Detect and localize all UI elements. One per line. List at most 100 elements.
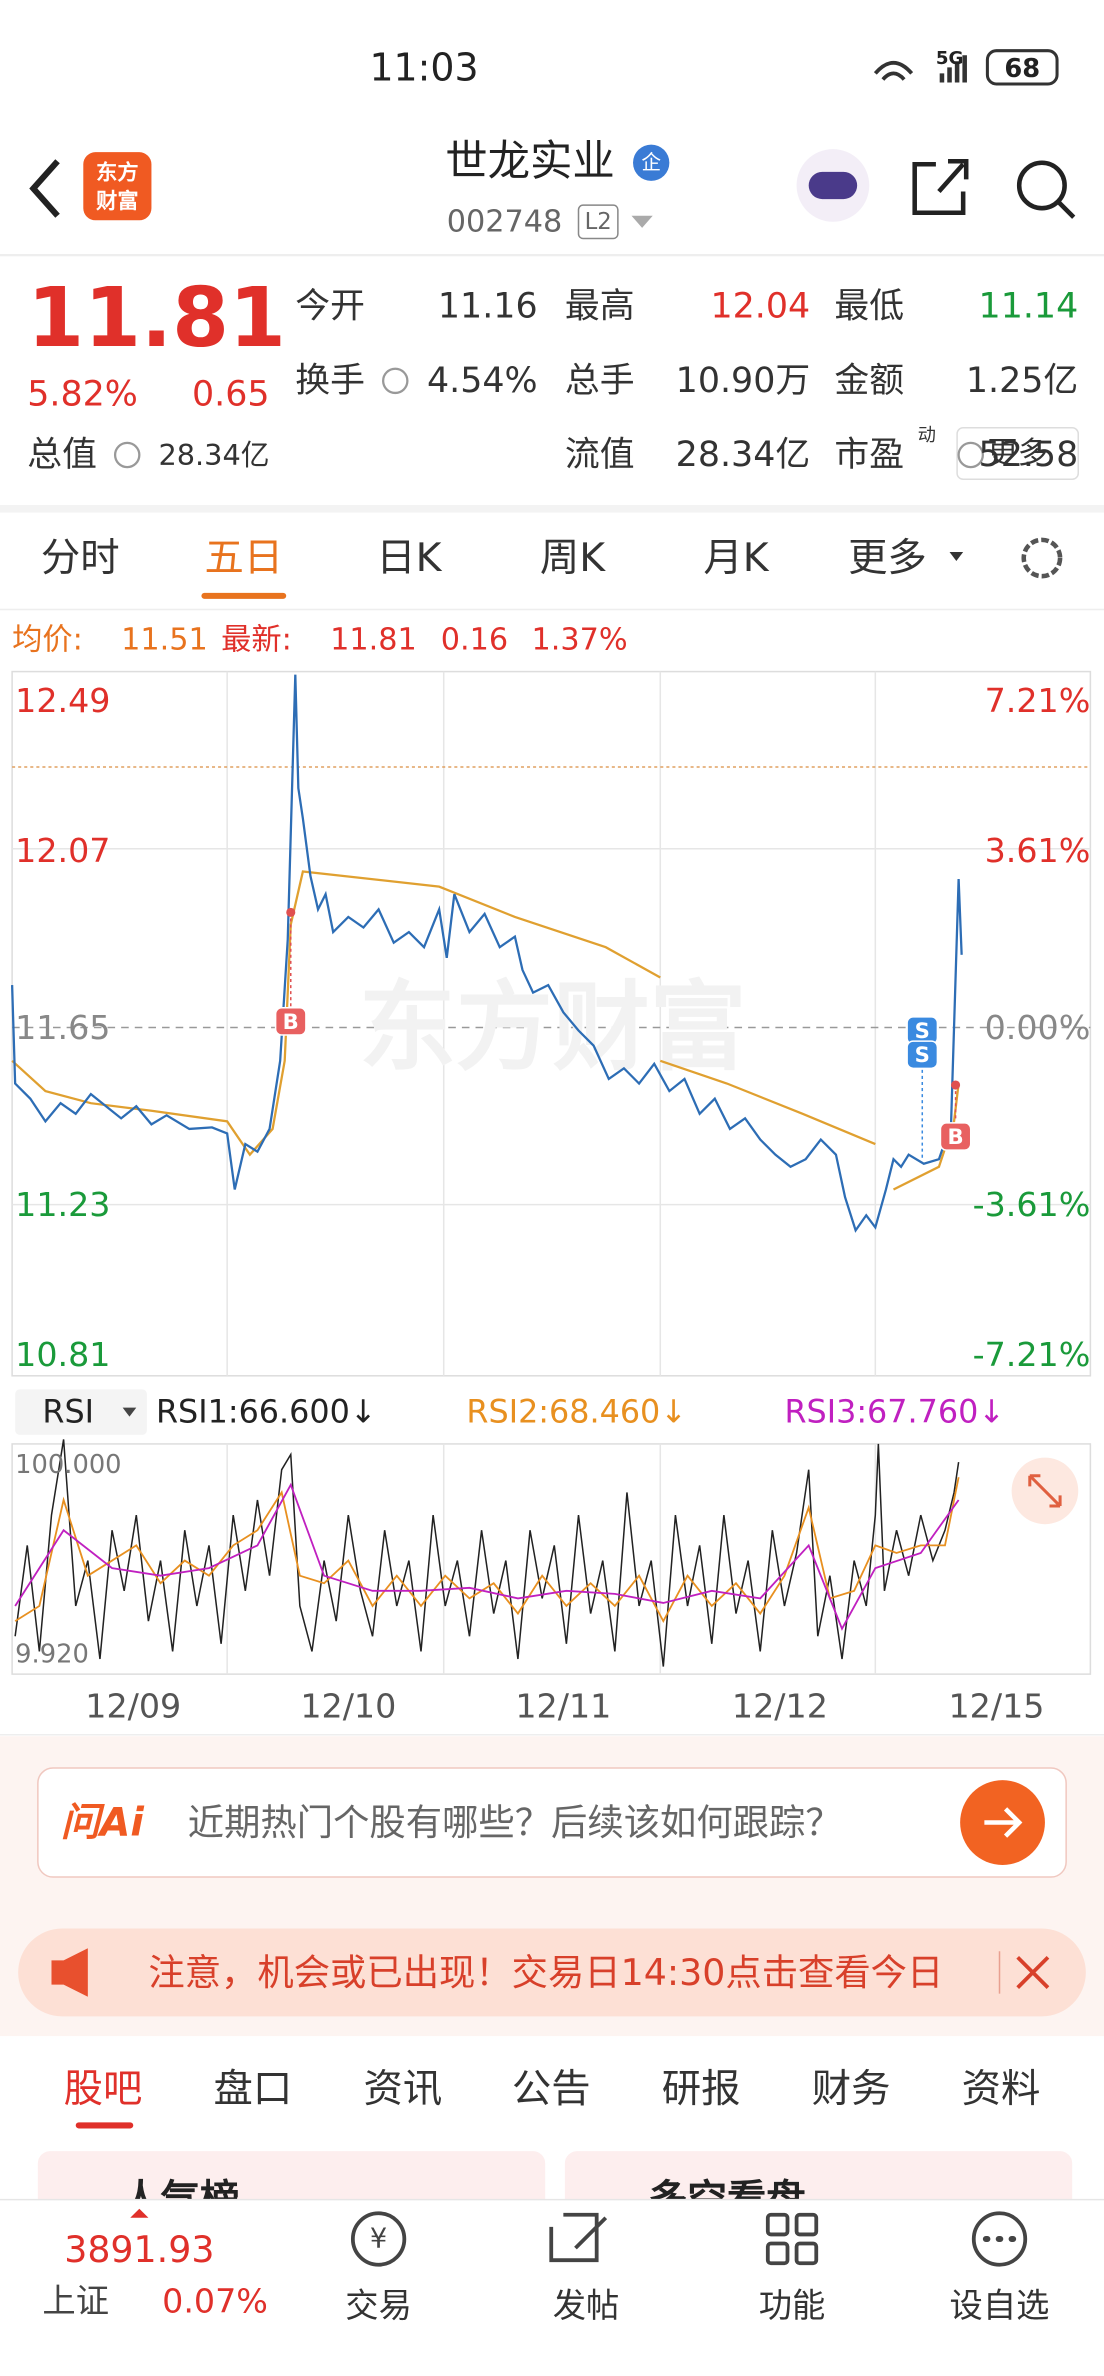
section-tab[interactable]: 资讯 <box>363 2066 442 2112</box>
logo <box>83 152 152 221</box>
nav-item[interactable]: 设自选 <box>950 2286 1050 2325</box>
stat-value: 4.54% <box>427 361 538 401</box>
trade-marker <box>939 1122 972 1151</box>
price: 11.81 <box>27 271 286 366</box>
trade-icon[interactable] <box>350 2211 407 2267</box>
rsi-min: 9.920 <box>15 1639 89 1669</box>
watchlist-icon[interactable] <box>971 2211 1028 2267</box>
x-axis-label: 12/10 <box>300 1686 396 1725</box>
info-icon <box>957 441 984 469</box>
nav-item[interactable]: 交易 <box>345 2286 412 2325</box>
tab[interactable]: 分时 <box>41 535 120 581</box>
stat-label: 最低 <box>834 287 904 327</box>
icon-part <box>765 2241 790 2266</box>
tab[interactable]: 更多 <box>848 535 927 581</box>
ai-bar[interactable] <box>37 1767 1067 1878</box>
rsi1-line <box>14 1439 960 1667</box>
y-axis-label: 11.65 <box>15 1008 110 1047</box>
nav-item[interactable]: 功能 <box>759 2286 826 2325</box>
quote-info: 最新: <box>221 622 292 657</box>
index-value: 3891.93 <box>64 2228 214 2271</box>
back-button[interactable] <box>29 159 60 218</box>
rsi2-line <box>14 1477 960 1624</box>
rsi3-label: RSI3:67.760↓ <box>784 1394 1005 1431</box>
change-pct: 5.82% <box>27 374 138 414</box>
dropdown <box>631 215 653 228</box>
section-tab[interactable]: 股吧 <box>64 2066 143 2112</box>
trade-marker-label: S <box>915 1042 930 1067</box>
nav-item[interactable]: 发帖 <box>553 2286 620 2325</box>
wifi-icon <box>873 60 914 81</box>
ai-prompt: 近期热门个股有哪些？后续该如何跟踪？ <box>188 1801 842 1844</box>
section-tab[interactable]: 资料 <box>962 2066 1041 2112</box>
rsi-selector-label: RSI <box>42 1394 94 1431</box>
quote-info: 11.51 <box>121 622 208 657</box>
trade-marker-label: B <box>948 1124 964 1149</box>
notice-bar[interactable] <box>18 1928 1086 2017</box>
stat-label: 总值 <box>27 435 97 475</box>
network: 5G <box>936 48 964 69</box>
trade-marker <box>906 1040 939 1070</box>
section-tab[interactable]: 研报 <box>662 2066 741 2112</box>
rsi-frame <box>11 1443 1092 1675</box>
stat-label: 总手 <box>565 361 635 401</box>
expand-icon <box>1028 1474 1062 1508</box>
y-axis-label: 12.07 <box>15 831 110 870</box>
stat-label: 换手 <box>295 361 365 401</box>
stat-value: 11.14 <box>979 287 1079 327</box>
section-tab[interactable]: 公告 <box>512 2066 591 2112</box>
stat-label: 最高 <box>565 287 635 327</box>
rsi1-label: RSI1:66.600↓ <box>156 1394 376 1431</box>
x-axis-label: 12/11 <box>515 1686 611 1725</box>
settings-button[interactable] <box>1021 537 1063 579</box>
tab[interactable]: 月K <box>703 535 769 581</box>
trade-dot <box>286 907 296 917</box>
chart-grid <box>12 671 1091 1376</box>
share-button[interactable] <box>912 158 969 215</box>
megaphone-icon <box>51 1948 88 1997</box>
section-tab[interactable]: 盘口 <box>214 2066 293 2112</box>
rsi-max: 100.000 <box>15 1450 121 1480</box>
logo-text: 财富 <box>96 188 138 213</box>
search-button[interactable] <box>1016 160 1067 211</box>
quote-info: 11.81 <box>330 622 417 657</box>
tab[interactable]: 五日 <box>204 535 283 581</box>
trade-marker <box>274 1007 307 1036</box>
rsi2-label: RSI2:68.460↓ <box>466 1394 687 1431</box>
battery-level: 68 <box>1004 54 1040 84</box>
stat-value: 28.34亿 <box>676 435 811 475</box>
tab[interactable]: 日K <box>376 535 442 581</box>
rsi-selector[interactable] <box>15 1389 147 1435</box>
stock-name: 世龙实业 <box>445 137 615 186</box>
stat-label: 金额 <box>834 361 904 401</box>
stat-label: 市盈 <box>834 435 904 475</box>
tab-dropdown <box>949 551 964 562</box>
info-icon <box>113 441 141 469</box>
stat-label: 今开 <box>295 287 365 327</box>
notice-text: 注意，机会或已出现！交易日14:30点击查看今日 <box>148 1951 943 1994</box>
divider <box>0 505 1104 513</box>
avg-line <box>11 870 661 1157</box>
tab[interactable]: 周K <box>540 535 606 581</box>
y-axis-label: 11.23 <box>15 1185 110 1224</box>
function-icon[interactable] <box>765 2212 819 2266</box>
section-tab[interactable]: 财务 <box>812 2066 891 2112</box>
quote-info: 1.37% <box>532 622 628 657</box>
trade-dot <box>951 1080 961 1090</box>
y-axis-label: 10.81 <box>15 1335 110 1374</box>
icon-part <box>794 2212 819 2237</box>
badge <box>633 144 670 181</box>
stat-value: 10.90万 <box>676 361 811 401</box>
close-button[interactable] <box>1016 1955 1050 1989</box>
post-icon[interactable] <box>549 2212 608 2263</box>
index-change: 0.07% <box>162 2282 268 2321</box>
rsi-dropdown <box>122 1407 137 1417</box>
stat-value: 1.25亿 <box>966 361 1078 401</box>
y-axis-label: 12.49 <box>15 681 110 720</box>
assistant-face <box>808 171 858 200</box>
search-handle <box>1056 200 1076 219</box>
more-button[interactable] <box>956 427 1080 481</box>
clock: 11:03 <box>369 45 478 89</box>
